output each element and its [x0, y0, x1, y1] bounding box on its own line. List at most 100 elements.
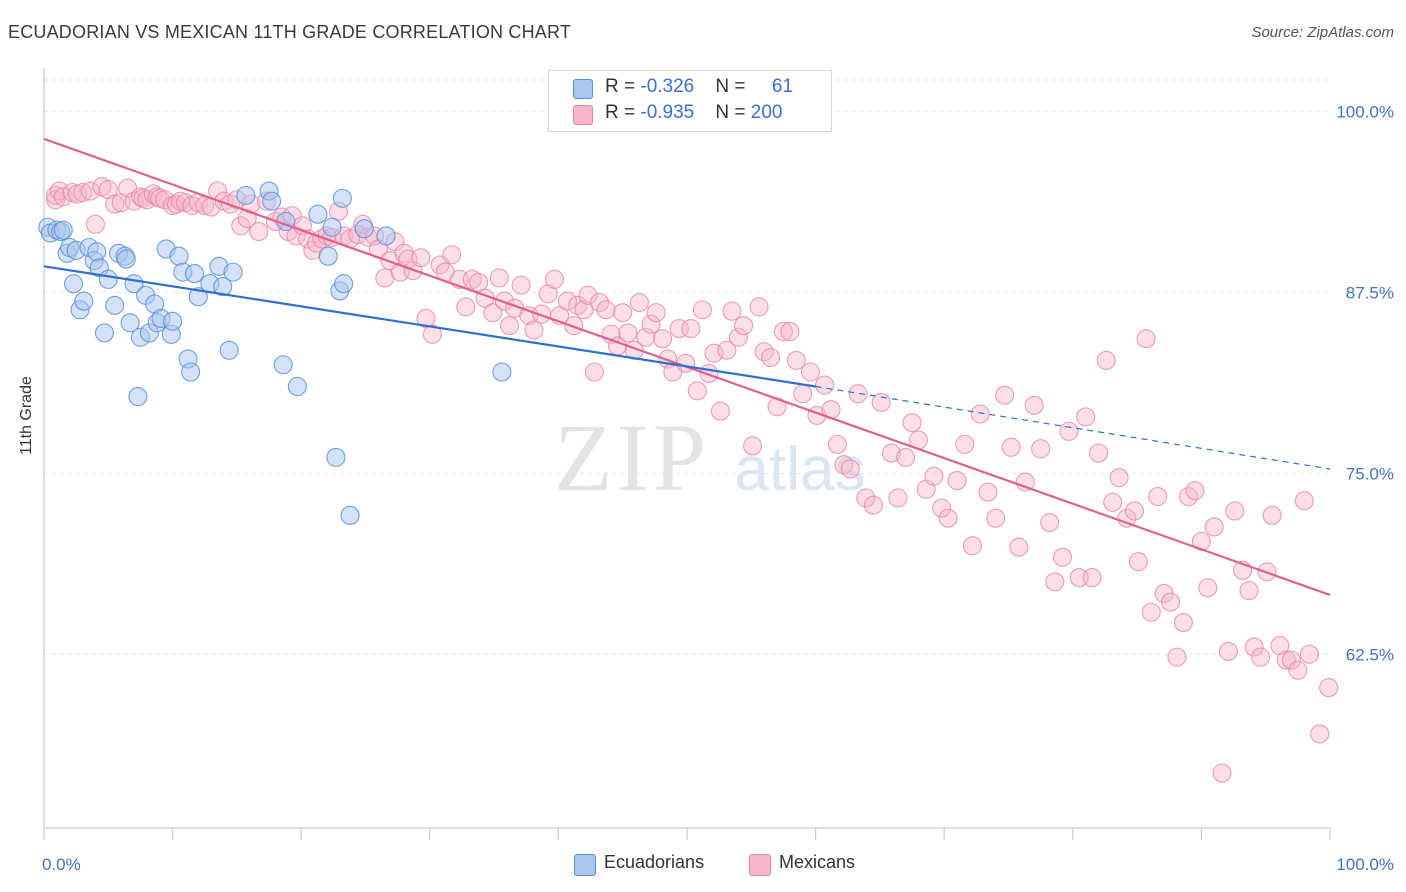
mexican-point: [1141, 602, 1161, 622]
mexican-point: [1082, 568, 1102, 588]
mexican-point: [848, 384, 868, 404]
ecuadorian-point: [287, 376, 307, 397]
y-tick-label: 62.5%: [1346, 645, 1394, 664]
watermark-atlas: atlas: [735, 435, 866, 504]
ecuadorian-point: [98, 269, 118, 289]
mexican-point: [1103, 492, 1123, 512]
legend-label: Ecuadorians: [604, 852, 705, 872]
mexican-point: [1244, 637, 1264, 657]
mexican-point: [1109, 468, 1129, 488]
ecuadorian-point: [334, 274, 354, 294]
ecuadorian-point: [340, 505, 360, 525]
mexican-point: [1117, 508, 1137, 528]
ecuadorian-trend-line: [43, 265, 816, 388]
trend-lines: [43, 137, 1331, 596]
y-tick-label: 100.0%: [1336, 102, 1394, 121]
mexican-point: [1009, 537, 1029, 557]
ecuadorian-point: [326, 447, 346, 467]
watermark-zip: ZIP: [554, 404, 710, 511]
mexican-point: [1270, 636, 1290, 656]
series-legend: Ecuadorians Mexicans: [0, 852, 1406, 878]
mexican-swatch: [573, 105, 593, 125]
mexican-point: [85, 214, 105, 234]
mexican-point: [237, 209, 257, 229]
mexican-point: [773, 321, 794, 342]
mexican-point: [489, 268, 509, 288]
mexican-point: [780, 321, 800, 342]
mexican-point: [1096, 350, 1116, 370]
ecuadorian-point: [236, 185, 256, 205]
mexican-point: [98, 180, 118, 200]
axes: [43, 68, 1331, 840]
mexican-point: [1076, 407, 1096, 427]
mexican-point: [978, 482, 998, 502]
n-value: 200: [750, 102, 783, 123]
ecuadorian-point: [213, 277, 233, 297]
ecuadorian-point: [273, 355, 293, 375]
mexican-point: [888, 488, 908, 508]
mexican-point: [728, 327, 748, 347]
ecuadorian-point: [354, 219, 374, 239]
mexican-point: [692, 300, 712, 320]
mexican-point: [1185, 481, 1205, 501]
mexican-point: [646, 303, 666, 323]
ecuadorian-point: [116, 249, 136, 269]
mexican-point: [1015, 472, 1035, 492]
mexican-point: [411, 248, 431, 268]
mexican-point: [544, 269, 565, 289]
mexican-point: [717, 340, 737, 360]
ecuadorian-point: [262, 191, 282, 211]
ecuadorian-swatch: [574, 854, 596, 876]
mexican-point: [1128, 552, 1148, 572]
ecuadorian-point: [322, 217, 342, 237]
mexican-point: [710, 401, 730, 421]
ecuadorian-point: [120, 313, 140, 333]
mexican-swatch: [749, 854, 771, 876]
mexican-point: [1148, 486, 1168, 507]
mexican-point: [1288, 660, 1308, 680]
ecuadorian-point: [492, 362, 512, 382]
mexican-point: [629, 292, 649, 313]
r-value: -0.935: [640, 102, 695, 123]
x-tick-label: 0.0%: [42, 855, 81, 874]
mexican-point: [947, 471, 967, 491]
n-value: 61: [771, 76, 794, 97]
mexican-point: [557, 291, 577, 311]
mexican-point: [1239, 581, 1259, 601]
mexican-point: [815, 375, 835, 395]
mexican-point: [1024, 395, 1044, 415]
mexican-point: [863, 495, 884, 515]
y-tick-label: 75.0%: [1346, 464, 1394, 483]
ecuadorian-point: [184, 264, 205, 284]
mexican-point: [1045, 572, 1065, 592]
mexican-point: [155, 190, 175, 210]
mexican-point: [1225, 501, 1245, 521]
x-tick-label: 100.0%: [1336, 855, 1394, 874]
mexican-point: [574, 300, 594, 320]
ecuadorian-point: [308, 204, 328, 224]
mexican-point: [653, 329, 673, 349]
mexican-point: [538, 284, 558, 304]
mexican-point: [499, 316, 520, 336]
mexican-point: [800, 362, 821, 382]
mexican-point: [590, 292, 610, 313]
mexican-point: [1173, 612, 1193, 632]
mexican-point: [53, 187, 73, 207]
mexican-point: [511, 275, 531, 295]
mexican-point: [761, 347, 781, 368]
mexican-point: [1310, 724, 1330, 744]
chart-title: ECUADORIAN VS MEXICAN 11TH GRADE CORRELA…: [8, 22, 572, 42]
r-value: -0.326: [640, 76, 695, 97]
source-label: Source: ZipAtlas.com: [1251, 24, 1394, 41]
mexican-point: [734, 316, 754, 336]
mexican-point: [896, 447, 916, 467]
mexican-point: [1251, 647, 1271, 667]
ecuadorian-point: [64, 274, 84, 294]
mexican-point: [1204, 517, 1224, 537]
mexican-point: [524, 320, 544, 340]
mexican-point: [1059, 421, 1079, 441]
ecuadorian-point: [181, 362, 201, 382]
mexican-point: [722, 301, 742, 321]
mexican-point: [840, 459, 860, 479]
tick-labels: 100.0% 87.5% 75.0% 62.5% 0.0% 100.0%: [42, 102, 1394, 874]
